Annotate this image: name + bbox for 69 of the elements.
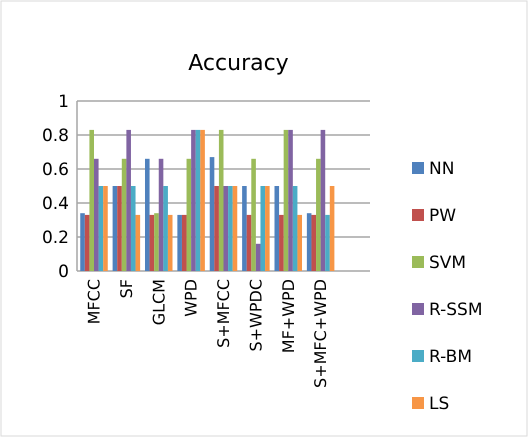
- bar: [177, 214, 182, 271]
- bar: [168, 214, 173, 271]
- legend-label: SVM: [429, 252, 466, 273]
- bar: [279, 214, 284, 271]
- bar: [274, 186, 280, 271]
- bar: [242, 186, 247, 271]
- bar: [84, 214, 90, 271]
- y-tick-label: 0.2: [42, 228, 69, 248]
- x-tick-label: MFCC: [84, 279, 104, 324]
- bar: [94, 158, 99, 271]
- bar: [158, 158, 164, 271]
- bar: [200, 130, 205, 271]
- bar: [292, 186, 298, 271]
- x-tick-label: SF: [116, 279, 136, 298]
- bar: [214, 186, 219, 271]
- bar: [122, 158, 126, 271]
- bar: [117, 186, 122, 271]
- x-tick-label: MF+WPD: [278, 279, 298, 354]
- x-tick-label: S+MFC+WPD: [311, 279, 330, 388]
- bar: [210, 157, 214, 271]
- bar: [136, 214, 140, 271]
- bar: [316, 158, 321, 271]
- y-tick-label: 0.6: [42, 160, 69, 180]
- bar: [232, 186, 238, 271]
- bar: [112, 186, 118, 271]
- legend-label: R-BM: [429, 346, 472, 367]
- bar: [284, 130, 288, 271]
- bar: [182, 214, 187, 271]
- bar: [224, 186, 228, 271]
- bar: [325, 214, 330, 271]
- x-tick-label: WPD: [182, 279, 201, 317]
- bar: [251, 158, 256, 271]
- bar: [80, 213, 85, 271]
- bar: [288, 130, 293, 271]
- bar: [218, 130, 224, 271]
- legend-label: NN: [429, 158, 454, 179]
- bar: [89, 130, 94, 271]
- bar: [126, 130, 131, 271]
- bar: [150, 214, 154, 271]
- bar: [228, 186, 233, 271]
- legend-label: LS: [429, 394, 450, 414]
- x-tick-label: S+MFCC: [214, 279, 234, 348]
- legend-label: PW: [429, 206, 456, 226]
- bar: [103, 186, 108, 271]
- y-tick-label: 0.4: [42, 194, 69, 214]
- bar: [330, 186, 334, 271]
- bar: [191, 130, 196, 271]
- bar: [265, 186, 270, 271]
- bar: [130, 186, 136, 271]
- bar: [306, 213, 312, 271]
- x-tick-label: GLCM: [149, 279, 168, 326]
- legend-label: R-SSM: [429, 300, 483, 320]
- bar: [311, 214, 316, 271]
- bar: [260, 186, 266, 271]
- bar: [297, 214, 302, 271]
- bar: [154, 213, 159, 271]
- y-tick-label: 1: [58, 92, 69, 112]
- y-tick-label: 0: [58, 262, 69, 282]
- x-tick-label: S+WPDC: [246, 279, 266, 352]
- bar: [144, 158, 150, 271]
- bar: [163, 186, 168, 271]
- chart-title: Accuracy: [188, 51, 289, 76]
- bar: [196, 130, 200, 271]
- y-tick-label: 0.8: [42, 126, 69, 146]
- bar: [320, 130, 326, 271]
- bar: [186, 158, 192, 271]
- bar: [246, 214, 252, 271]
- bar: [98, 186, 104, 271]
- bar: [256, 244, 260, 271]
